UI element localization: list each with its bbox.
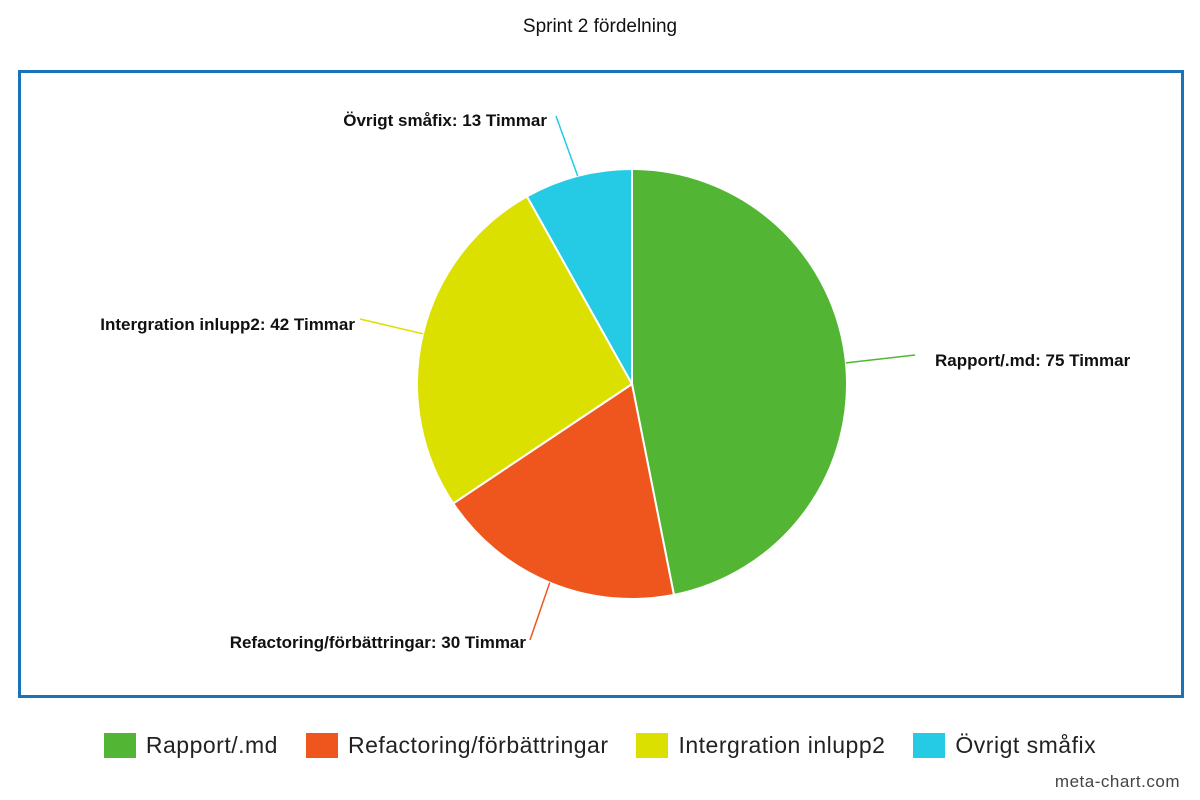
legend-label: Övrigt småfix xyxy=(955,732,1097,758)
legend-label: Rapport/.md xyxy=(145,732,278,758)
slice-data-label: Refactoring/förbättringar: 30 Timmar xyxy=(230,633,527,652)
leader-line xyxy=(555,115,579,177)
slice-ovrigt[interactable] xyxy=(525,167,633,388)
legend-label: Refactoring/förbättringar xyxy=(347,732,609,758)
legend-item-rapport[interactable]: Rapport/.md xyxy=(103,732,278,759)
slice-data-label: Övrigt småfix: 13 Timmar xyxy=(343,111,547,130)
credit-link[interactable]: meta-chart.com xyxy=(1054,772,1180,791)
slice-rapport[interactable] xyxy=(631,167,848,597)
chart-title: Sprint 2 fördelning xyxy=(522,16,678,37)
legend: Rapport/.md Refactoring/förbättringar In… xyxy=(0,732,1200,759)
plot-area-frame xyxy=(18,70,1184,698)
leader-line xyxy=(845,354,916,364)
legend-item-ovrigt[interactable]: Övrigt småfix xyxy=(913,732,1096,759)
legend-swatch xyxy=(305,733,338,758)
slice-data-label: Intergration inlupp2: 42 Timmar xyxy=(100,315,355,334)
slice-data-label: Rapport/.md: 75 Timmar xyxy=(935,351,1131,370)
legend-item-intergration[interactable]: Intergration inlupp2 xyxy=(636,732,885,759)
legend-label: Intergration inlupp2 xyxy=(678,732,886,758)
leader-line xyxy=(359,318,424,335)
legend-swatch xyxy=(913,733,946,758)
slice-refactoring[interactable] xyxy=(451,382,676,600)
legend-swatch xyxy=(103,733,136,758)
legend-item-refactoring[interactable]: Refactoring/förbättringar xyxy=(305,732,609,759)
leader-line xyxy=(529,582,551,641)
legend-swatch xyxy=(636,733,669,758)
